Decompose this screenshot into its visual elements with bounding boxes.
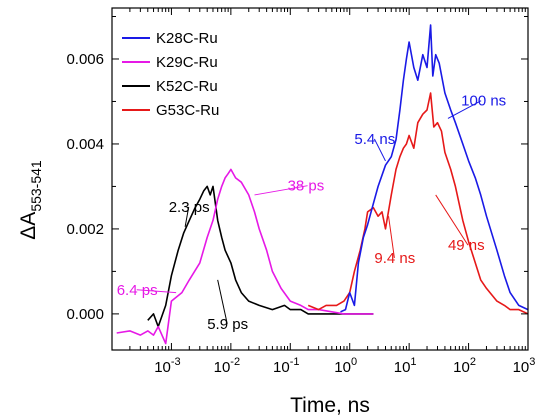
y-axis-title: ΔA553-541 [17, 160, 44, 240]
x-tick-exponent: 1 [410, 356, 416, 368]
annotation-arrow [254, 185, 308, 196]
x-tick-base: 10 [214, 359, 231, 376]
series-line-g53c-ru [307, 92, 528, 315]
x-tick-label: 101 [394, 356, 417, 376]
x-tick-label: 10-2 [214, 356, 240, 376]
series-line-k29c-ru [116, 168, 374, 345]
annotation-arrow [373, 138, 386, 162]
annotation-arrow [184, 206, 190, 227]
y-axis-title-main: ΔA [17, 212, 40, 240]
x-tick-exponent: -2 [230, 356, 240, 368]
annotation-layer: 2.3 ps 6.4 ps 5.9 ps 38 ps 5.4 ns 9.4 ns 49 ns… [117, 93, 506, 333]
legend-label: K29C-Ru [156, 54, 218, 71]
annotation-label: 6.4 ps [117, 282, 158, 299]
annotation-label: 5.4 ns [354, 131, 395, 148]
x-tick-label: 10-1 [273, 356, 299, 376]
legend-label: K28C-Ru [156, 30, 218, 47]
x-tick-label: 102 [453, 356, 476, 376]
x-axis-title: Time, ns [290, 394, 370, 417]
x-axis: 10-3 10-2 10-1 100 101 102 103 [111, 8, 536, 376]
x-tick-base: 10 [154, 359, 171, 376]
x-tick-base: 10 [394, 359, 411, 376]
series-layer [116, 24, 528, 345]
x-tick-base: 10 [334, 359, 351, 376]
x-tick-base: 10 [273, 359, 290, 376]
legend-label: G53C-Ru [156, 102, 219, 119]
x-tick-exponent: -3 [171, 356, 181, 368]
legend: K28C-Ru K29C-Ru K52C-Ru G53C-Ru [122, 30, 219, 119]
annotation-label: 2.3 ps [169, 199, 210, 216]
annotation-label: 38 ps [288, 178, 325, 195]
y-tick-label: 0.002 [66, 221, 104, 238]
y-tick-label: 0.006 [66, 51, 104, 68]
annotation-arrow [136, 289, 177, 294]
annotation-label: 9.4 ns [374, 250, 415, 267]
y-axis: 0.000 0.002 0.004 0.006 [66, 15, 528, 323]
x-tick-label: 103 [513, 356, 536, 376]
annotation-arrow [435, 194, 469, 246]
annotation-arrow [217, 279, 228, 324]
y-tick-label: 0.004 [66, 136, 104, 153]
y-axis-title-sub: 553-541 [28, 160, 44, 212]
series-line-k28c-ru [340, 24, 528, 313]
plot-frame [111, 7, 529, 351]
x-tick-label: 10-3 [154, 356, 180, 376]
legend-label: K52C-Ru [156, 78, 218, 95]
annotation-label: 5.9 ps [207, 316, 248, 333]
annotation-arrow [447, 100, 482, 119]
annotation-label: 49 ns [448, 237, 485, 254]
x-tick-exponent: 2 [470, 356, 476, 368]
x-tick-base: 10 [513, 359, 530, 376]
x-tick-base: 10 [453, 359, 470, 376]
x-tick-label: 100 [334, 356, 357, 376]
series-line-k52c-ru [147, 185, 374, 328]
x-tick-exponent: 0 [351, 356, 357, 368]
annotation-label: 100 ns [461, 93, 506, 110]
x-tick-exponent: 3 [529, 356, 535, 368]
x-tick-exponent: -1 [290, 356, 300, 368]
y-tick-label: 0.000 [66, 306, 104, 323]
annotation-arrow [388, 216, 395, 258]
